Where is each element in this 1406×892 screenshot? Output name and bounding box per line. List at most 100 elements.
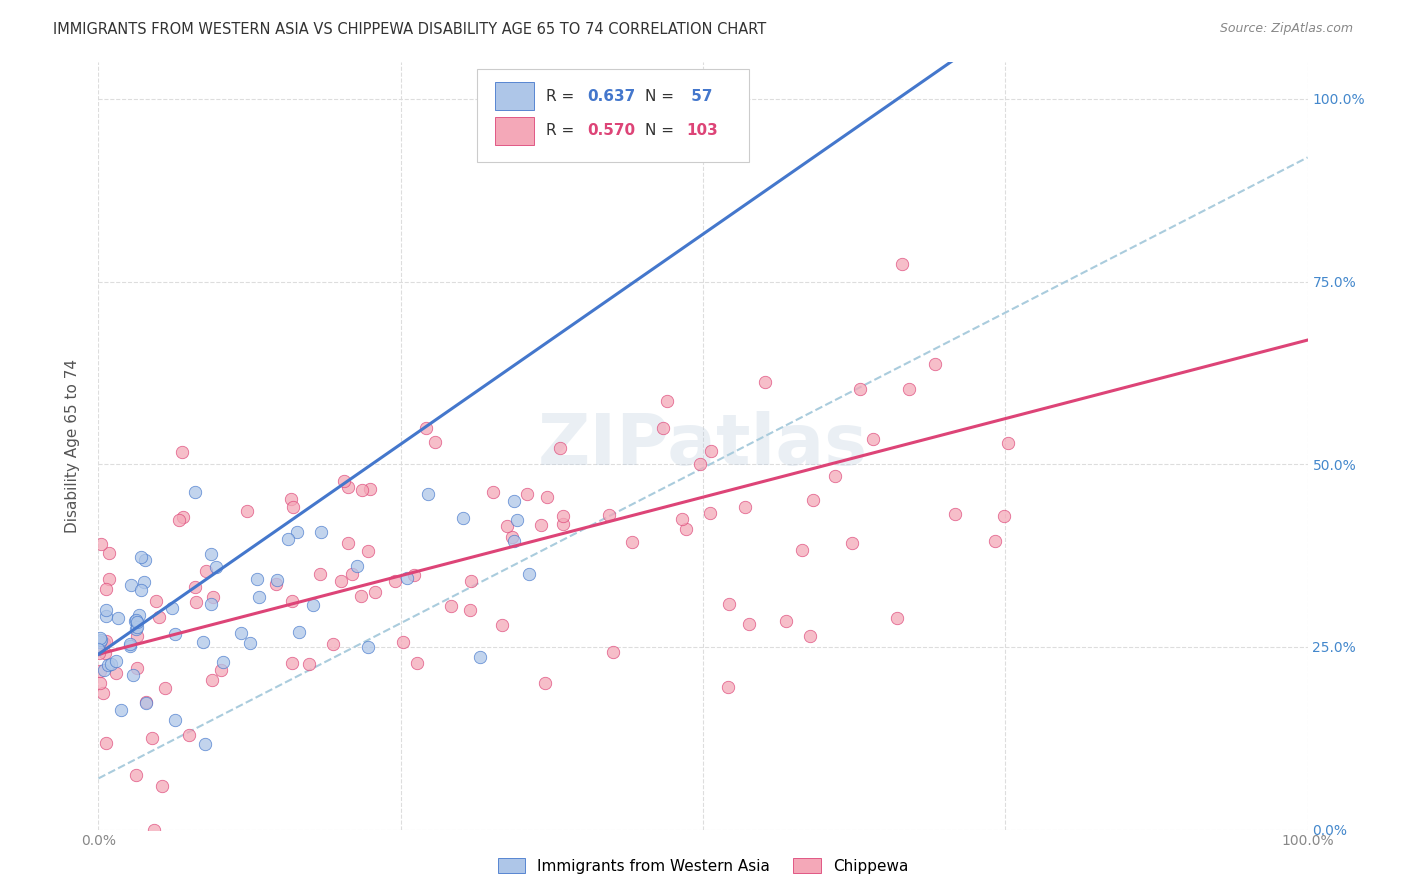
- Point: [886, 611, 908, 625]
- Point: [100, 657, 122, 672]
- Point: [129, 549, 152, 564]
- Point: [231, 626, 253, 640]
- Point: [652, 420, 675, 434]
- Point: [309, 525, 332, 540]
- Point: [209, 663, 232, 677]
- Point: [309, 566, 332, 581]
- Text: Source: ZipAtlas.com: Source: ZipAtlas.com: [1219, 22, 1353, 36]
- Point: [165, 627, 187, 641]
- Point: [184, 595, 207, 609]
- Point: [337, 480, 360, 494]
- Point: [451, 510, 474, 524]
- Point: [364, 585, 387, 599]
- Point: [96, 633, 118, 648]
- Point: [202, 590, 225, 604]
- Point: [602, 644, 624, 658]
- Point: [482, 484, 505, 499]
- Point: [536, 491, 558, 505]
- Point: [183, 580, 205, 594]
- Point: [281, 593, 304, 607]
- Point: [200, 597, 222, 611]
- Text: 103: 103: [686, 123, 718, 138]
- Point: [89, 635, 111, 649]
- Point: [128, 607, 150, 622]
- Point: [384, 574, 406, 588]
- Point: [142, 822, 165, 837]
- Point: [280, 656, 302, 670]
- Text: IMMIGRANTS FROM WESTERN ASIA VS CHIPPEWA DISABILITY AGE 65 TO 74 CORRELATION CHA: IMMIGRANTS FROM WESTERN ASIA VS CHIPPEWA…: [53, 22, 766, 37]
- Point: [841, 536, 863, 550]
- Point: [94, 602, 117, 616]
- Point: [754, 375, 776, 389]
- Point: [330, 574, 353, 589]
- Point: [502, 494, 524, 508]
- Text: 57: 57: [686, 88, 713, 103]
- Point: [891, 257, 914, 271]
- Point: [89, 676, 111, 690]
- Point: [897, 382, 920, 396]
- Point: [657, 393, 679, 408]
- Point: [281, 500, 304, 515]
- Point: [150, 779, 173, 793]
- Point: [160, 601, 183, 615]
- Text: N =: N =: [645, 88, 679, 103]
- Point: [717, 680, 740, 694]
- Point: [94, 646, 117, 660]
- Point: [236, 503, 259, 517]
- Point: [172, 445, 194, 459]
- Point: [675, 523, 697, 537]
- Point: [997, 435, 1019, 450]
- Point: [799, 629, 821, 643]
- Point: [121, 668, 143, 682]
- Point: [90, 537, 112, 551]
- Point: [194, 737, 217, 751]
- Point: [352, 483, 374, 497]
- Legend: Immigrants from Western Asia, Chippewa: Immigrants from Western Asia, Chippewa: [492, 852, 914, 880]
- Point: [118, 637, 141, 651]
- Point: [129, 582, 152, 597]
- Point: [506, 513, 529, 527]
- Point: [598, 508, 620, 523]
- Point: [247, 590, 270, 604]
- Point: [191, 635, 214, 649]
- Y-axis label: Disability Age 65 to 74: Disability Age 65 to 74: [65, 359, 80, 533]
- Text: R =: R =: [546, 123, 579, 138]
- Point: [620, 534, 643, 549]
- Text: 0.637: 0.637: [586, 88, 636, 103]
- Point: [179, 729, 201, 743]
- Point: [288, 625, 311, 640]
- Point: [862, 432, 884, 446]
- Point: [415, 420, 437, 434]
- Point: [134, 553, 156, 567]
- Point: [211, 655, 233, 669]
- Point: [993, 509, 1015, 524]
- Point: [110, 703, 132, 717]
- Point: [135, 694, 157, 708]
- Point: [97, 658, 120, 673]
- Point: [501, 530, 523, 544]
- Point: [89, 665, 111, 679]
- Point: [264, 577, 287, 591]
- Point: [671, 512, 693, 526]
- Point: [201, 673, 224, 688]
- Point: [105, 654, 128, 668]
- Point: [699, 506, 721, 520]
- Point: [246, 572, 269, 586]
- Point: [924, 357, 946, 371]
- Point: [239, 636, 262, 650]
- Point: [280, 491, 302, 506]
- Point: [460, 574, 482, 589]
- Point: [125, 614, 148, 628]
- Point: [359, 482, 381, 496]
- FancyBboxPatch shape: [495, 117, 534, 145]
- Point: [551, 516, 574, 531]
- Point: [357, 543, 380, 558]
- Point: [91, 685, 114, 699]
- Point: [277, 533, 299, 547]
- Point: [96, 609, 118, 624]
- Point: [135, 696, 157, 710]
- Point: [332, 474, 354, 488]
- Point: [392, 634, 415, 648]
- Point: [689, 457, 711, 471]
- Point: [124, 614, 146, 628]
